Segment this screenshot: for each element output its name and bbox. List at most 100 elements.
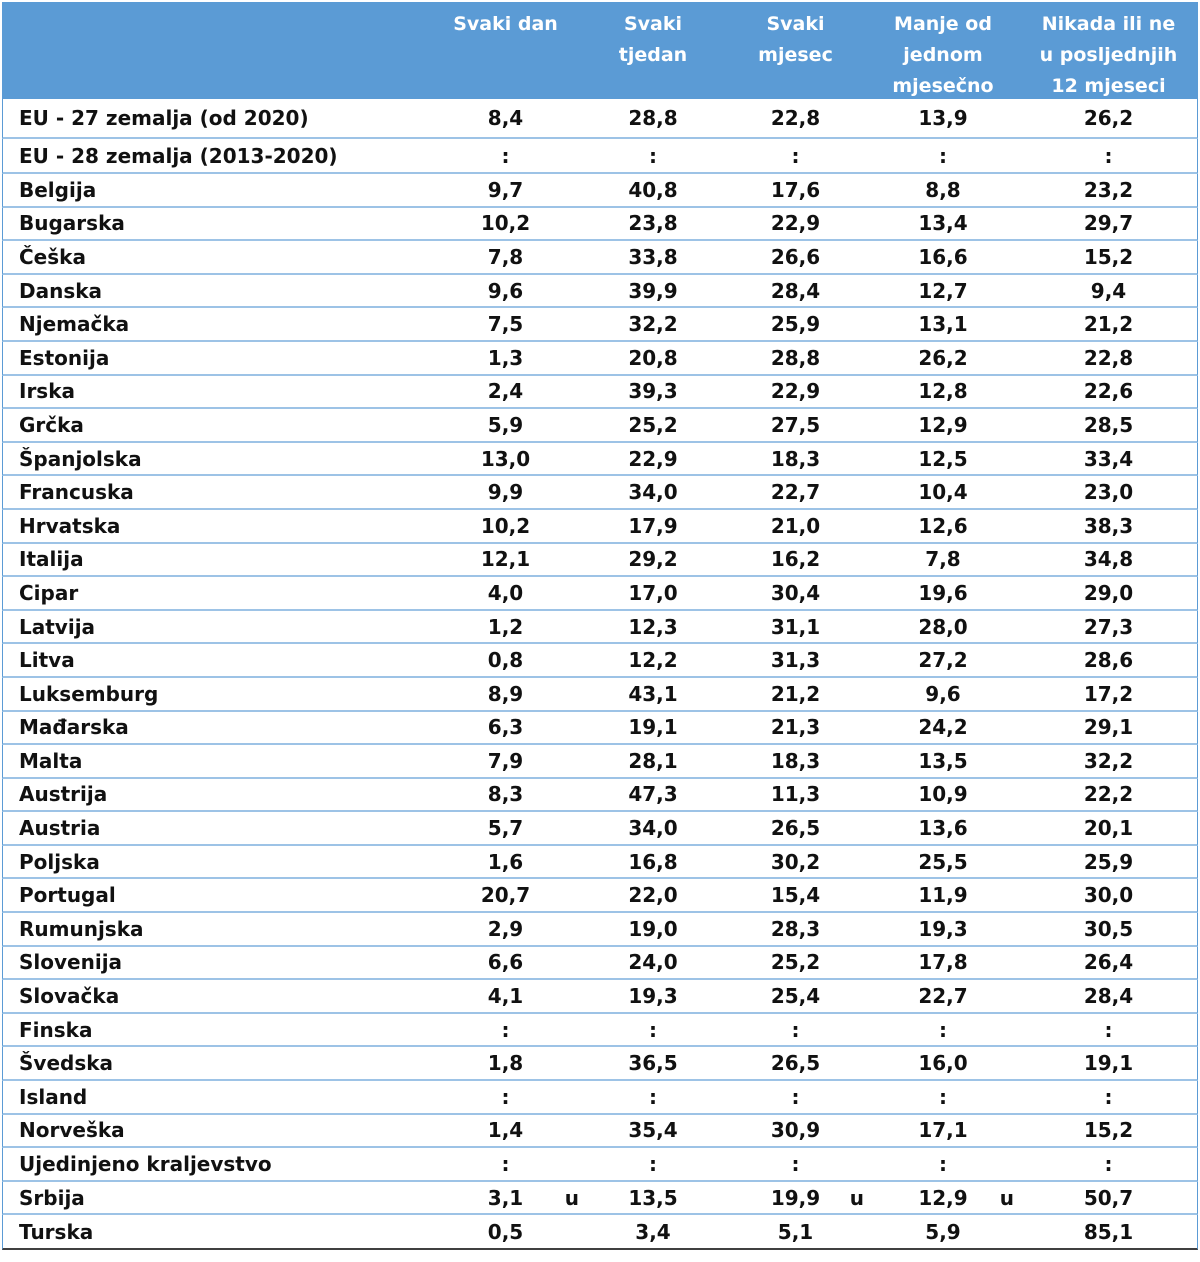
row-value: 7,5: [428, 312, 583, 336]
table-row: Island:::::: [2, 1081, 1198, 1115]
row-country: Rumunjska: [19, 916, 144, 941]
value-text: 12,2: [628, 648, 678, 673]
table-row: Danska 9,6 39,9 28,4 12,7 9,4: [2, 274, 1199, 309]
row-value: 28,4: [723, 279, 868, 303]
row-value: 28,8: [723, 346, 868, 370]
row-country: Cipar: [19, 580, 79, 605]
value-text: 25,9: [770, 312, 821, 337]
value-text: 13,5: [918, 748, 968, 773]
row-value: 28,5: [1018, 413, 1199, 437]
row-country: Austria: [19, 816, 101, 841]
row-value: 5,1: [723, 1220, 868, 1244]
row-value: 0,5: [428, 1220, 583, 1244]
row-country: Hrvatska: [19, 513, 121, 538]
row-value: 19,1: [1018, 1051, 1199, 1075]
row-value: 1,4: [428, 1118, 583, 1142]
row-value: 38,3: [1018, 514, 1199, 538]
row-value: 2,9: [428, 917, 583, 941]
row-value: 26,2: [868, 346, 1018, 370]
row-value: 19,6: [868, 581, 1018, 605]
row-value: 18,3: [723, 749, 868, 773]
value-text: 27,2: [918, 648, 968, 673]
value-text: 16,2: [770, 547, 821, 572]
value-text: 11,3: [770, 782, 821, 807]
row-value: 12,9: [868, 413, 1018, 437]
table-row: Hrvatska 10,2 17,9 21,0 12,6 38,3: [2, 509, 1199, 544]
value-text: 19,0: [628, 916, 678, 941]
table-row: Norveška 1,4 35,4 30,9 17,1 15,2: [2, 1114, 1198, 1149]
value-text: 22,9: [770, 379, 821, 404]
row-value: 10,4: [868, 480, 1018, 504]
value-text: 22,0: [628, 883, 678, 908]
header-nikada: Nikada ili ne u posljednjih 12 mjeseci: [1018, 3, 1199, 102]
row-value: 18,3: [723, 447, 868, 471]
row-value: 7,8: [428, 245, 583, 269]
value-text: 29,1: [1083, 715, 1134, 740]
value-text: 9,4: [1090, 278, 1127, 303]
row-value: 27,2: [868, 648, 1018, 672]
row-value: 9,9: [428, 480, 583, 504]
value-text: :: [501, 143, 510, 168]
row-value: 33,8: [583, 245, 723, 269]
row-value: 5,7: [428, 816, 583, 840]
value-text: 22,2: [1083, 782, 1134, 807]
value-text: :: [939, 1017, 947, 1042]
value-text: 13,6: [918, 816, 968, 841]
row-value: 29,1: [1018, 715, 1199, 739]
value-text: 32,2: [628, 312, 678, 337]
value-text: 5,7: [487, 816, 524, 841]
row-value: 21,2: [723, 682, 868, 706]
value-text: 24,0: [628, 950, 678, 975]
row-value: 13,6: [868, 816, 1018, 840]
table-row: Bugarska 10,2 23,8 22,9 13,4 29,7: [2, 207, 1198, 242]
row-value: 27,5: [723, 413, 868, 437]
value-text: 22,8: [1083, 345, 1134, 370]
value-text: 22,7: [770, 480, 821, 505]
flag-label: u: [564, 1185, 579, 1210]
value-text: 30,5: [1083, 916, 1134, 941]
row-value: 15,2: [1018, 245, 1199, 269]
value-text: 19,3: [628, 984, 678, 1009]
header-svaki-mjesec: Svaki mjesec: [723, 3, 868, 102]
row-value: 22,9: [723, 379, 868, 403]
value-text: 85,1: [1083, 1219, 1134, 1244]
row-country: Island: [19, 1084, 88, 1109]
row-value: 22,0: [583, 883, 723, 907]
value-text: 32,2: [1083, 748, 1134, 773]
row-value: 11,3: [723, 782, 868, 806]
value-text: 16,8: [628, 849, 678, 874]
value-text: 12,6: [918, 513, 968, 538]
value-text: 11,9: [918, 883, 968, 908]
value-text: 7,9: [487, 748, 524, 773]
row-value: :: [723, 1085, 868, 1109]
row-value: 39,9: [583, 279, 723, 303]
value-text: 0,5: [487, 1219, 524, 1244]
row-value: :: [428, 144, 583, 168]
value-text: 7,8: [925, 547, 961, 572]
value-text: 16,0: [918, 1051, 968, 1076]
row-value: 8,9: [428, 682, 583, 706]
row-value: 29,2: [583, 547, 723, 571]
header-line: Svaki: [766, 13, 825, 35]
value-text: 2,9: [487, 916, 524, 941]
value-text: 2,4: [487, 379, 524, 404]
value-text: 34,0: [628, 816, 678, 841]
value-text: 28,6: [1083, 648, 1134, 673]
table-row: Poljska 1,6 16,8 30,2 25,5 25,9: [2, 845, 1198, 880]
value-text: :: [791, 1152, 800, 1177]
row-country: Mađarska: [19, 715, 129, 740]
row-value: :: [1018, 144, 1199, 168]
table-header: Svaki dan Svaki tjedan Svaki mjesec Manj…: [2, 2, 1198, 99]
value-text: 21,2: [770, 681, 821, 706]
row-value: 28,4: [1018, 984, 1199, 1008]
row-value: 2,4: [428, 379, 583, 403]
row-value: 35,4: [583, 1118, 723, 1142]
value-text: 18,3: [770, 446, 821, 471]
value-text: 15,2: [1083, 244, 1134, 269]
value-text: 38,3: [1083, 513, 1134, 538]
row-value: 9,4: [1018, 279, 1199, 303]
row-value: 13,9: [868, 106, 1018, 130]
row-value: 30,9: [723, 1118, 868, 1142]
row-value: 22,9: [723, 211, 868, 235]
row-value: 26,6: [723, 245, 868, 269]
